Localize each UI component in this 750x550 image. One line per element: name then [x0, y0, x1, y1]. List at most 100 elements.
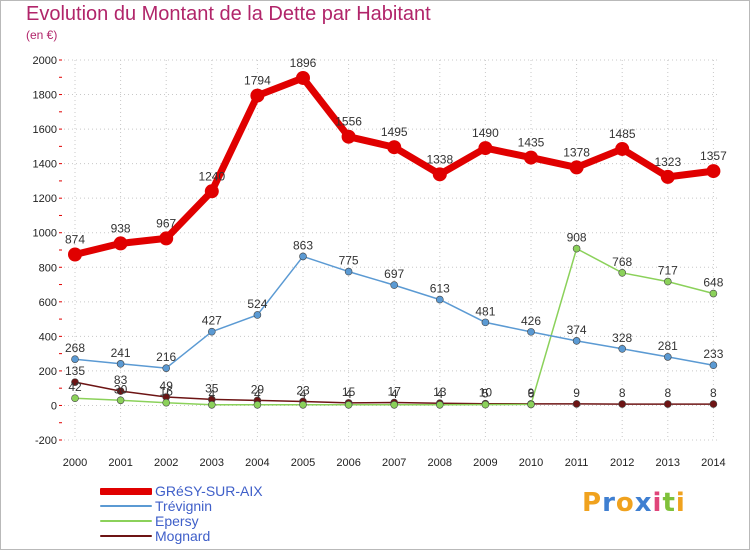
legend: GRéSY-SUR-AIX Trévignin Epersy Mognard [100, 484, 320, 544]
data-point [663, 277, 672, 286]
data-label: 775 [339, 254, 359, 268]
data-label: 717 [658, 264, 678, 278]
data-label: 427 [202, 314, 222, 328]
data-point [344, 267, 353, 276]
data-label: 4 [436, 387, 443, 401]
data-label: 874 [65, 232, 85, 246]
chart-subtitle: (en €) [26, 28, 58, 42]
x-tick-label: 2014 [701, 457, 725, 469]
data-point [435, 400, 444, 409]
y-tick-label: 2000 [33, 55, 57, 67]
data-label: 8 [664, 386, 671, 400]
data-label: 1490 [472, 126, 499, 140]
y-tick-label: 0 [51, 400, 57, 412]
logo-letter: o [615, 488, 635, 518]
data-point [299, 252, 307, 261]
data-point [569, 160, 584, 175]
chart-title: Evolution du Montant de la Dette par Hab… [26, 3, 431, 25]
x-tick-label: 2009 [473, 457, 497, 469]
legend-label-gresy: GRéSY-SUR-AIX [155, 483, 263, 499]
data-label: 1378 [563, 145, 590, 159]
x-tick-label: 2003 [200, 457, 224, 469]
data-label: 908 [567, 231, 587, 245]
data-point [296, 70, 310, 85]
data-point [618, 344, 627, 353]
data-point [116, 396, 125, 405]
data-point [709, 400, 718, 408]
data-label: 10 [479, 386, 493, 400]
x-tick-label: 2008 [428, 457, 452, 469]
y-tick-label: 200 [39, 366, 57, 378]
data-label: 216 [156, 350, 176, 364]
data-point [663, 353, 672, 361]
x-tick-label: 2013 [656, 457, 680, 469]
data-point [162, 398, 170, 407]
data-label: 4 [208, 387, 215, 401]
legend-swatch-gresy [100, 488, 152, 495]
data-label: 17 [388, 385, 402, 399]
legend-swatch-epersy [100, 520, 152, 522]
data-label: 938 [111, 221, 131, 235]
legend-label-mognard: Mognard [155, 528, 211, 544]
data-point [71, 378, 79, 386]
x-tick-label: 2012 [610, 457, 634, 469]
data-label: 9 [528, 386, 535, 400]
data-label: 42 [68, 380, 82, 394]
data-label: 524 [247, 297, 267, 311]
data-point [208, 327, 216, 336]
x-tick-label: 2001 [108, 457, 132, 469]
data-point [253, 400, 262, 409]
data-label: 481 [475, 304, 495, 318]
legend-item-epersy: Epersy [100, 514, 320, 529]
data-point [478, 141, 493, 156]
x-tick-label: 2006 [336, 457, 360, 469]
data-point [618, 400, 627, 408]
logo-letter: P [582, 488, 603, 518]
y-tick-label: 1600 [33, 124, 57, 136]
data-point [208, 400, 216, 409]
data-point [481, 400, 490, 409]
data-point [387, 140, 402, 155]
data-point [116, 360, 125, 368]
x-tick-label: 2004 [245, 457, 269, 469]
data-point [572, 337, 581, 345]
data-label: 4 [254, 387, 261, 401]
x-tick-label: 2007 [382, 457, 406, 469]
y-tick-label: -200 [35, 435, 57, 447]
data-point [204, 184, 219, 199]
data-label: 268 [65, 341, 85, 355]
data-label: 863 [293, 238, 313, 252]
data-label: 697 [384, 267, 404, 281]
data-point [660, 169, 675, 184]
data-point [253, 311, 262, 319]
y-tick-label: 800 [39, 262, 57, 274]
data-point [390, 400, 399, 409]
data-label: 49 [160, 379, 174, 393]
data-label: 374 [567, 323, 587, 337]
data-point [390, 281, 399, 289]
data-label: 1323 [654, 155, 681, 169]
data-label: 5 [482, 387, 489, 401]
logo-letter: x [634, 488, 653, 518]
data-label: 1556 [335, 115, 362, 129]
data-point [709, 361, 718, 370]
legend-item-gresy: GRéSY-SUR-AIX [100, 484, 320, 499]
x-tick-label: 2002 [154, 457, 178, 469]
data-label: 29 [251, 382, 265, 396]
y-tick-label: 600 [39, 297, 57, 309]
legend-swatch-mognard [100, 535, 152, 537]
logo-letter: i [675, 488, 686, 518]
y-tick-label: 1200 [33, 193, 57, 205]
data-point [299, 400, 307, 409]
logo-letter: r [602, 488, 616, 518]
proxiti-logo: Proxiti [582, 488, 686, 518]
data-label: 613 [430, 282, 450, 296]
data-label: 9 [573, 386, 580, 400]
data-label: 426 [521, 314, 541, 328]
data-point [68, 247, 82, 262]
data-point [159, 231, 174, 246]
y-tick-label: 1000 [33, 228, 57, 240]
data-point [113, 236, 128, 251]
